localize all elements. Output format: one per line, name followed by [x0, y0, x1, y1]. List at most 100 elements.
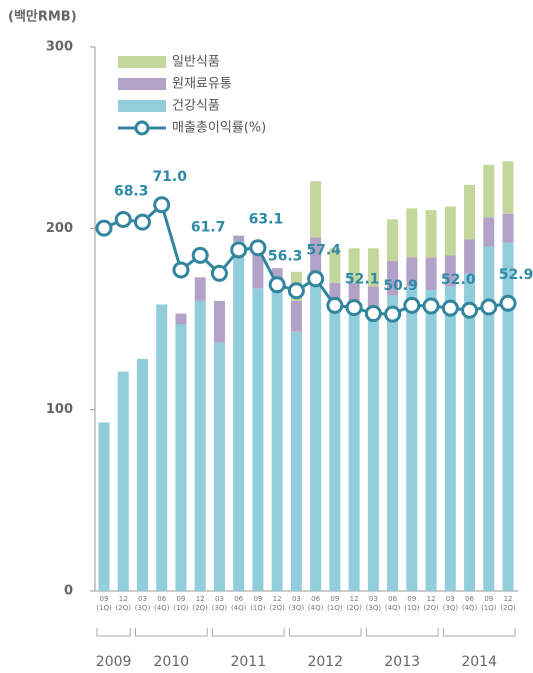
year-label: 2010: [154, 654, 190, 670]
x-tick-label: 09: [330, 595, 339, 603]
bar-segment: [98, 422, 110, 591]
bar-segment: [387, 260, 399, 296]
line-point: [307, 270, 325, 288]
line-point: [345, 299, 363, 317]
bar-segment: [310, 286, 322, 591]
line-point: [210, 264, 228, 282]
line-point: [268, 276, 286, 294]
bar-segment: [483, 246, 495, 591]
bar-segment: [348, 282, 360, 305]
bar-segment: [348, 304, 360, 591]
bar-segment: [367, 286, 379, 319]
bar-segment: [329, 282, 341, 301]
year-label: 2012: [307, 654, 343, 670]
bar-segment: [464, 273, 476, 591]
line-point: [114, 210, 132, 228]
x-tick-quarter: (3Q): [366, 604, 382, 612]
line-point: [153, 196, 171, 214]
bar-segment: [156, 304, 168, 591]
bar-segment: [233, 235, 245, 242]
x-tick-label: 03: [138, 595, 147, 603]
legend-label: 매출총이익률(%): [172, 121, 266, 136]
x-tick-label: 06: [388, 595, 397, 603]
x-tick-label: 03: [369, 595, 378, 603]
x-tick-label: 12: [196, 595, 205, 603]
line-point: [230, 241, 248, 259]
bar-segment: [406, 208, 418, 258]
year-label: 2011: [230, 654, 266, 670]
data-label: 71.0: [152, 169, 187, 185]
line-point: [364, 305, 382, 323]
bar-segment: [502, 242, 514, 591]
y-axis-unit: (백만RMB): [8, 9, 77, 25]
x-tick-quarter: (2Q): [346, 604, 362, 612]
data-label: 63.1: [249, 212, 284, 228]
bar-segment: [387, 295, 399, 591]
x-tick-quarter: (1Q): [250, 604, 266, 612]
year-label: 2009: [96, 654, 132, 670]
x-tick-label: 12: [350, 595, 359, 603]
data-label: 61.7: [191, 219, 226, 235]
x-tick-quarter: (3Q): [135, 604, 151, 612]
x-tick-label: 09: [407, 595, 416, 603]
bar-segment: [290, 331, 302, 591]
x-tick-quarter: (2Q): [192, 604, 208, 612]
bar-segment: [310, 181, 322, 238]
bar-segment: [348, 248, 360, 283]
line-point: [249, 239, 267, 257]
bar-segment: [483, 217, 495, 247]
x-tick-quarter: (2Q): [269, 604, 285, 612]
line-point: [191, 246, 209, 264]
bar-segment: [444, 255, 456, 287]
x-tick-quarter: (3Q): [212, 604, 228, 612]
bar-segment: [252, 288, 264, 591]
line-point: [95, 219, 113, 237]
line-point: [422, 297, 440, 315]
x-tick-quarter: (1Q): [404, 604, 420, 612]
x-tick-quarter: (1Q): [173, 604, 189, 612]
year-bracket: [288, 628, 362, 637]
bar-segment: [329, 248, 341, 283]
bar-segment: [175, 313, 187, 325]
x-tick-quarter: (4Q): [154, 604, 170, 612]
data-label: 52.1: [345, 272, 380, 288]
bar-segment: [464, 239, 476, 274]
line-point: [172, 261, 190, 279]
y-tick-label: 200: [46, 221, 73, 236]
line-point: [133, 213, 151, 231]
x-tick-label: 09: [100, 595, 109, 603]
x-tick-quarter: (4Q): [308, 604, 324, 612]
legend-swatch: [118, 78, 166, 90]
x-tick-label: 03: [215, 595, 224, 603]
year-label: 2014: [461, 654, 497, 670]
bar-segment: [233, 241, 245, 591]
legend-label: 건강식품: [172, 99, 220, 114]
bar-segment: [136, 358, 148, 591]
year-bracket: [442, 628, 516, 637]
legend-label: 일반식품: [172, 55, 220, 70]
bar-segment: [483, 164, 495, 218]
x-tick-label: 06: [234, 595, 243, 603]
x-tick-label: 12: [119, 595, 128, 603]
bar-segment: [464, 184, 476, 240]
line-point: [499, 294, 517, 312]
x-tick-label: 06: [465, 595, 474, 603]
bar-segment: [406, 286, 418, 591]
bar-segment: [117, 371, 129, 591]
line-series: [103, 202, 509, 316]
x-tick-quarter: (4Q): [231, 604, 247, 612]
data-label: 52.0: [441, 272, 476, 288]
y-tick-label: 0: [64, 584, 73, 599]
x-tick-quarter: (3Q): [443, 604, 459, 612]
bar-segment: [425, 257, 437, 290]
x-tick-label: 12: [427, 595, 436, 603]
line-point: [461, 301, 479, 319]
bar-segment: [271, 282, 283, 591]
x-tick-label: 09: [484, 595, 493, 603]
bar-segment: [213, 300, 225, 343]
bar-segment: [444, 206, 456, 256]
x-tick-quarter: (1Q): [96, 604, 112, 612]
bar-segment: [271, 268, 283, 283]
x-tick-label: 06: [157, 595, 166, 603]
